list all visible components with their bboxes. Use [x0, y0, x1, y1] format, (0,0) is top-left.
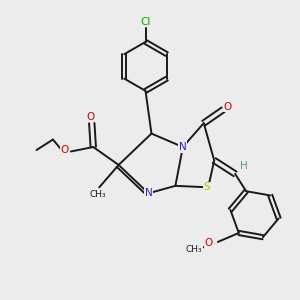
Text: N: N	[145, 188, 152, 198]
Text: CH₃: CH₃	[89, 190, 106, 199]
Text: O: O	[86, 112, 94, 122]
Text: Cl: Cl	[140, 17, 151, 27]
Text: O: O	[60, 145, 68, 155]
Text: S: S	[203, 182, 210, 192]
Text: H: H	[240, 160, 247, 170]
Text: O: O	[224, 102, 232, 112]
Text: O: O	[205, 238, 213, 248]
Text: CH₃: CH₃	[186, 245, 202, 254]
Text: N: N	[179, 142, 187, 152]
